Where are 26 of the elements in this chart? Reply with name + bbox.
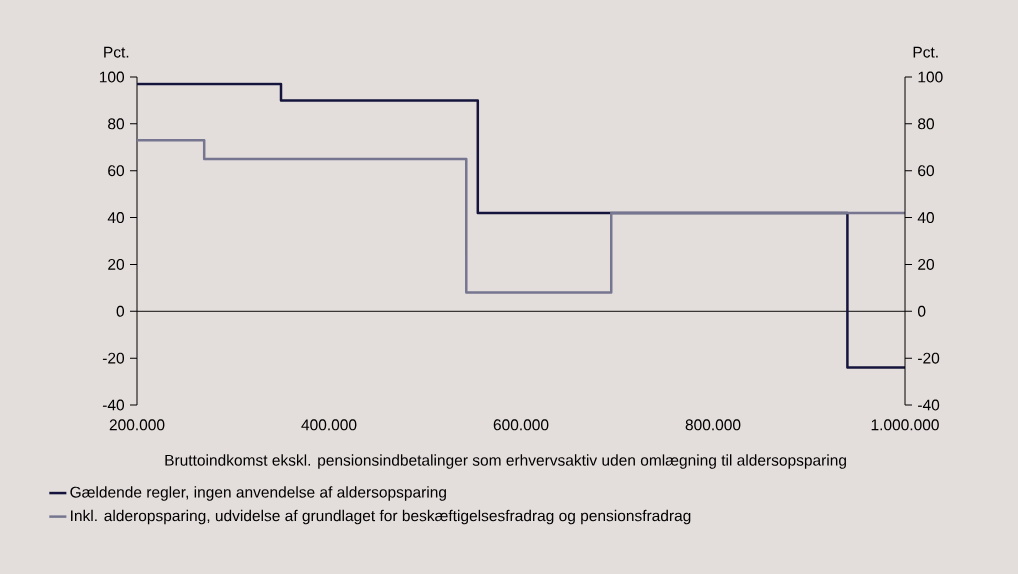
y2-tick-label: 40 (917, 212, 935, 224)
y2-tick-label: 100 (918, 71, 943, 83)
y2-tick-label: 20 (918, 258, 935, 270)
y2-tick-label: 0 (917, 305, 926, 317)
y-tick-label: 40 (107, 212, 125, 224)
y-tick-label: 60 (108, 165, 125, 177)
x-tick-label: 800.000 (685, 419, 741, 431)
y-tick-label: 20 (108, 258, 125, 270)
y2-tick-label: -40 (918, 399, 940, 411)
legend-label: Inkl. alderopsparing, udvidelse af grundlaget for beskæftigelsesfradrag og pensionsfradrag (71, 509, 691, 525)
y2-tick-label: -20 (918, 352, 940, 364)
y2-tick-label: 80 (918, 118, 935, 130)
y-tick-label: 0 (116, 305, 125, 317)
y2-tick-label: 60 (918, 165, 935, 177)
legend-label: Gældende regler, ingen anvendelse af aldersopsparing (70, 486, 446, 501)
x-axis-title: Bruttoindkomst ekskl. pensionsindbetalinger som erhvervsaktiv uden omlægning til aldersopsparing (165, 454, 846, 469)
x-tick-label: 1.000.000 (871, 419, 939, 431)
y2-axis-title: Pct. (913, 46, 938, 58)
x-tick-label: 600.000 (493, 419, 549, 431)
y-tick-label: -40 (102, 399, 125, 411)
y-tick-label: 100 (99, 71, 125, 83)
y-tick-label: 80 (108, 118, 125, 130)
x-tick-label: 200.000 (109, 419, 165, 431)
y-tick-label: -20 (102, 352, 125, 364)
x-tick-label: 400.000 (301, 419, 357, 431)
y-axis-title: Pct. (104, 46, 129, 58)
